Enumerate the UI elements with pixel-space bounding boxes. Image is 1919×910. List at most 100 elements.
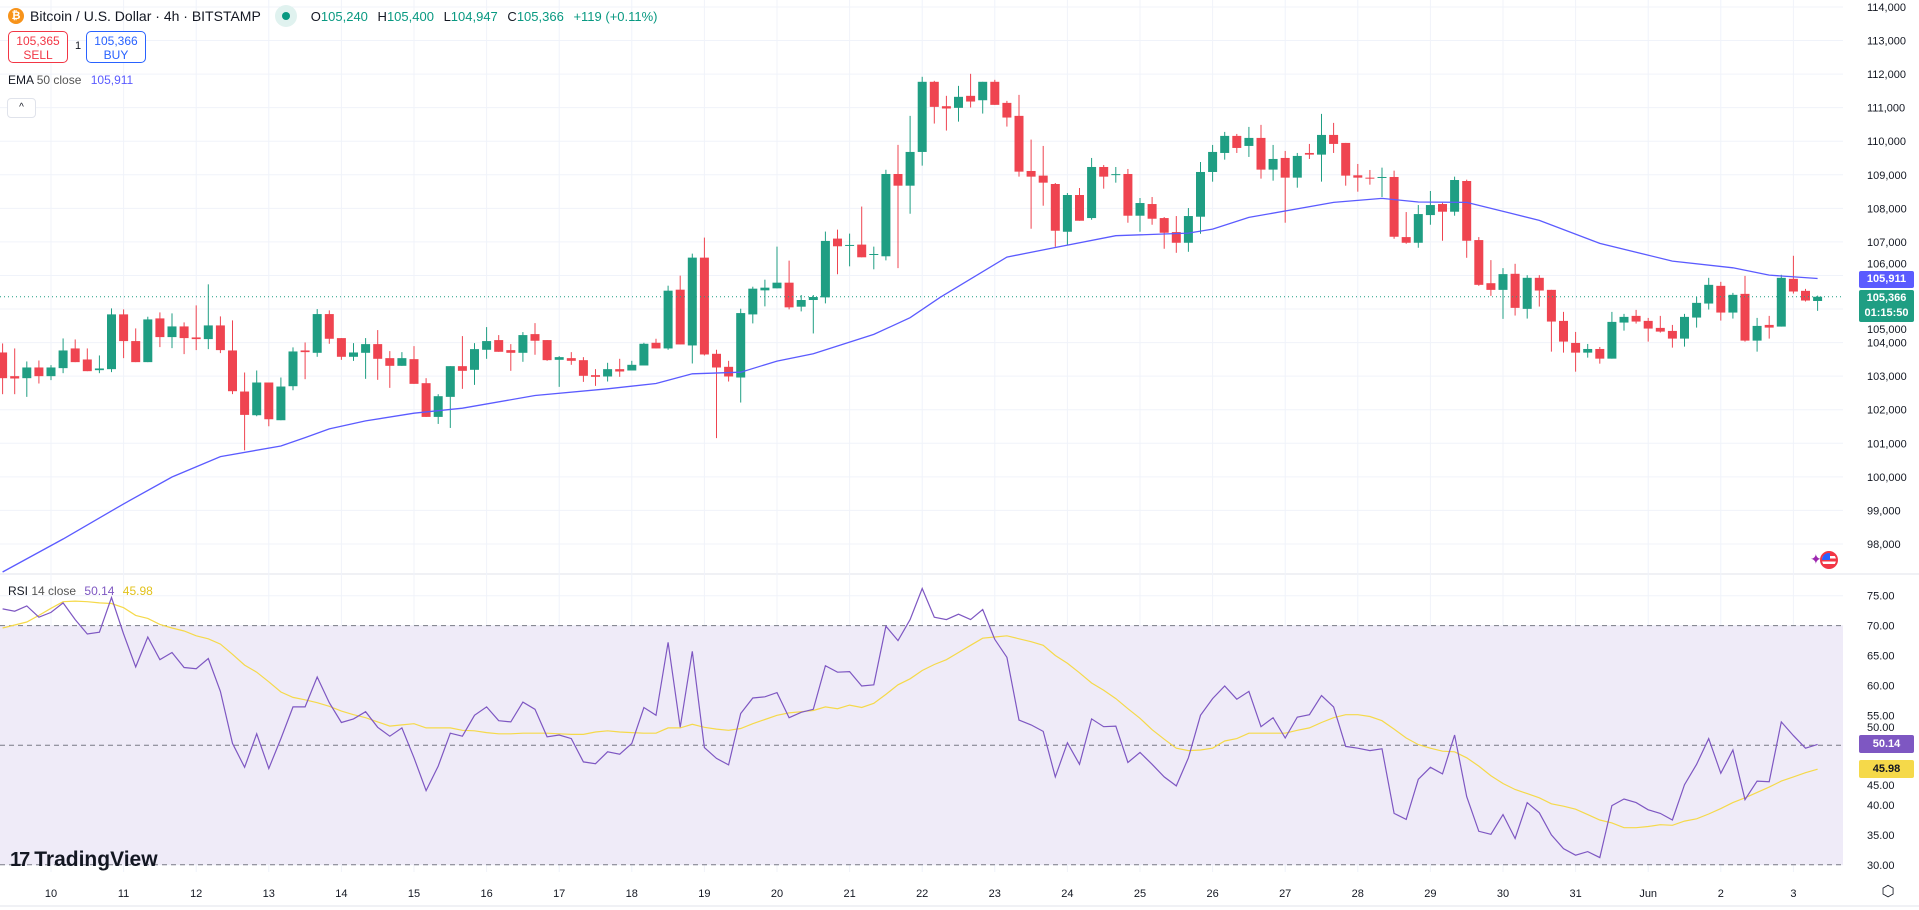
candle-body (119, 314, 129, 342)
candle (748, 286, 758, 324)
candle (1377, 167, 1387, 198)
candle (10, 348, 20, 395)
rsi-ma-value: 45.98 (122, 584, 153, 598)
us-flag-icon[interactable] (1819, 551, 1838, 569)
candle (1196, 161, 1205, 234)
candle-body (1317, 134, 1326, 155)
candle-body (784, 282, 794, 308)
candle (1062, 193, 1072, 245)
price-tick-label: 98,000 (1867, 539, 1901, 551)
tradingview-logo[interactable]: 17 TradingView (10, 848, 158, 872)
candle (1559, 311, 1568, 353)
candle-body (1353, 175, 1363, 178)
date-tick-label: 16 (480, 888, 492, 900)
candle-body (482, 341, 492, 350)
date-tick-label: Jun (1639, 888, 1657, 900)
candle-body (1704, 284, 1714, 304)
candle-body (1256, 137, 1266, 170)
candle (857, 206, 867, 258)
candle-body (542, 340, 552, 361)
candle-body (699, 257, 709, 355)
candle (530, 323, 540, 355)
buy-button[interactable]: 105,366 BUY (86, 31, 146, 63)
symbol-header[interactable]: ₿ Bitcoin / U.S. Dollar · 4h · BITSTAMP … (8, 5, 664, 27)
candle-body (1111, 174, 1121, 176)
candle-body (1304, 152, 1314, 155)
candle-body (0, 352, 8, 379)
price-tick-label: 101,000 (1867, 438, 1907, 450)
candle (409, 346, 419, 384)
ema-value: 105,911 (90, 73, 134, 87)
date-tick-label: 20 (771, 888, 783, 900)
candle (929, 80, 939, 124)
sparkle-icon[interactable]: ✦ (1810, 551, 1822, 567)
date-tick-label: 21 (843, 888, 855, 900)
candle (1510, 263, 1520, 316)
price-tick-label: 113,000 (1867, 36, 1906, 48)
candle-body (1075, 195, 1084, 221)
settings-gear-icon[interactable]: ⬡ (1881, 883, 1895, 900)
candle-body (857, 244, 867, 258)
candle (179, 322, 189, 355)
candle (470, 343, 479, 385)
candle (1704, 277, 1714, 310)
rsi-legend[interactable]: RSI 14 close 50.14 45.98 (8, 584, 153, 598)
candle (1425, 191, 1435, 225)
candle-body (203, 325, 213, 340)
axes: 114,000 113,000 112,000 111,000 110,000 109,0… (45, 2, 1907, 900)
date-tick-label: 10 (45, 888, 57, 900)
ema-name: EMA (8, 73, 34, 87)
low-label: L (443, 8, 451, 24)
candle-body (1196, 171, 1205, 217)
close-label: C (507, 8, 517, 24)
candle (990, 79, 1000, 105)
order-quantity[interactable]: 1 (75, 40, 82, 52)
candle (603, 362, 613, 382)
candle-body (736, 313, 746, 378)
rsi-tick-label: 50.00 (1867, 722, 1895, 734)
candle (1413, 205, 1423, 248)
candle-body (1571, 342, 1581, 353)
candle-body (518, 335, 528, 353)
candle-body (941, 106, 951, 109)
candle-body (1631, 315, 1641, 322)
symbol-title[interactable]: Bitcoin / U.S. Dollar · 4h · BITSTAMP (30, 8, 261, 24)
collapse-legend-button[interactable]: ^ (7, 98, 36, 118)
candle (1534, 275, 1544, 307)
rsi-price-tag-text: 50.14 (1872, 738, 1901, 750)
candle (954, 85, 963, 122)
candle (1256, 124, 1266, 179)
candle-body (445, 366, 455, 397)
candle-body (1776, 277, 1786, 327)
candle-body (1014, 115, 1024, 172)
date-tick-label: 22 (916, 888, 928, 900)
ohlc-values: O105,240 H105,400 L104,947 C105,366 +119… (311, 9, 664, 24)
candle-body (1123, 173, 1133, 216)
sell-button[interactable]: 105,365 SELL (8, 31, 68, 63)
date-tick-label: 30 (1497, 888, 1509, 900)
candle (94, 355, 104, 374)
candle-body (34, 367, 44, 377)
candle (941, 95, 951, 131)
candle-body (324, 314, 334, 339)
candle (784, 260, 794, 310)
overlays (0, 197, 1843, 859)
candle (385, 351, 395, 388)
candle-body (1208, 151, 1218, 172)
candle (978, 81, 988, 114)
candle (1522, 275, 1532, 319)
candle-body (506, 350, 516, 353)
candle-body (1583, 348, 1593, 353)
price-tick-label: 105,000 (1867, 324, 1907, 336)
candle-body (1680, 316, 1689, 339)
ema-legend[interactable]: EMA 50 close 105,911 (8, 73, 133, 87)
candle-body (1728, 294, 1738, 313)
candle (58, 338, 68, 374)
candle-body (1244, 137, 1254, 146)
event-badges[interactable]: ✦ (1810, 551, 1838, 569)
rsi-price-tag: 50.14 (1859, 735, 1914, 753)
candle-body (288, 351, 298, 387)
candle (1208, 144, 1218, 182)
candle-body (457, 366, 467, 371)
